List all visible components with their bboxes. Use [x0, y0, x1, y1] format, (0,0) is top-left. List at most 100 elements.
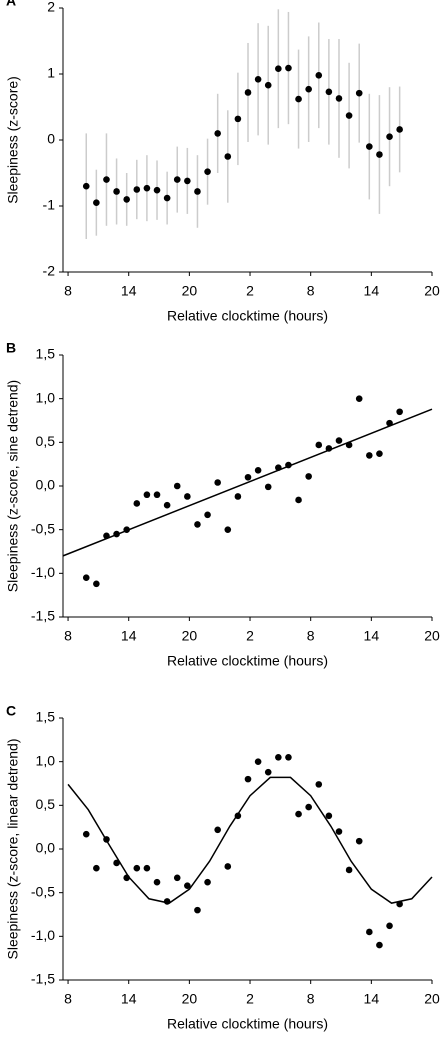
data-point	[386, 133, 393, 140]
data-point	[123, 526, 130, 533]
y-axis-label: Sleepiness (z-score, linear detrend)	[5, 739, 21, 960]
data-point	[295, 95, 302, 103]
data-point	[113, 859, 120, 867]
data-point	[244, 775, 252, 783]
y-axis-label: Sleepiness (z-score, sine detrend)	[5, 380, 21, 592]
data-point	[113, 188, 120, 195]
y-tick-label: -1	[43, 197, 56, 213]
x-tick-label: 2	[246, 991, 254, 1007]
data-point	[204, 878, 211, 886]
x-tick-label: 14	[121, 628, 137, 644]
y-tick-label: 0,0	[36, 840, 56, 856]
data-point	[275, 65, 282, 73]
y-tick-label: 1,5	[36, 346, 56, 362]
data-point	[376, 151, 383, 158]
data-point	[355, 395, 363, 402]
data-point	[82, 830, 90, 838]
x-tick-label: 8	[307, 628, 315, 644]
data-point	[345, 441, 353, 449]
data-point	[184, 493, 191, 500]
data-point	[285, 64, 292, 72]
data-point	[204, 511, 211, 519]
data-point	[224, 863, 232, 870]
data-point	[275, 754, 282, 761]
data-point	[194, 521, 201, 528]
data-point	[366, 928, 373, 936]
panel-label: A	[6, 0, 16, 9]
data-point	[285, 461, 292, 469]
data-point	[325, 445, 333, 452]
data-point	[285, 754, 292, 761]
y-tick-label: 0,0	[36, 477, 56, 493]
data-point	[295, 810, 302, 818]
x-tick-label: 14	[364, 283, 380, 299]
y-tick-label: 0	[47, 131, 55, 147]
data-point	[244, 473, 252, 481]
data-point	[214, 826, 221, 834]
data-point	[93, 199, 100, 206]
data-point	[376, 450, 383, 457]
data-point	[376, 941, 383, 949]
data-point	[93, 864, 100, 872]
y-tick-label: 0,5	[36, 433, 56, 449]
data-point	[254, 758, 262, 765]
data-point	[133, 864, 141, 872]
data-point	[366, 143, 373, 150]
data-point	[194, 906, 201, 914]
data-point	[123, 874, 130, 882]
data-point	[113, 530, 120, 538]
data-point	[234, 115, 242, 123]
data-point	[143, 491, 151, 499]
x-tick-label: 20	[182, 628, 198, 644]
x-tick-label: 8	[307, 991, 315, 1007]
x-tick-label: 2	[246, 283, 254, 299]
y-tick-label: 1,0	[36, 752, 56, 768]
panel-label: C	[6, 703, 16, 719]
data-point	[173, 482, 181, 490]
data-point	[295, 496, 302, 504]
data-point	[82, 182, 90, 190]
data-point	[224, 153, 232, 160]
data-point	[254, 75, 262, 83]
fit-line	[67, 776, 433, 904]
y-tick-label: 2	[47, 0, 55, 15]
data-point	[396, 126, 403, 133]
panel-label: B	[6, 340, 16, 356]
x-tick-label: 20	[182, 283, 198, 299]
x-axis-label: Relative clocktime (hours)	[167, 308, 328, 324]
data-point	[153, 491, 161, 499]
y-tick-label: 1	[47, 65, 55, 81]
data-point	[103, 176, 110, 183]
data-point	[194, 188, 201, 195]
data-point	[264, 768, 272, 776]
data-point	[396, 900, 403, 908]
data-point	[123, 196, 130, 203]
y-tick-label: -1,5	[31, 971, 55, 987]
x-tick-label: 20	[424, 283, 440, 299]
data-point	[103, 836, 110, 843]
data-point	[133, 500, 141, 507]
data-point	[355, 837, 363, 845]
x-tick-label: 8	[307, 283, 315, 299]
x-tick-label: 14	[121, 283, 137, 299]
x-axis-label: Relative clocktime (hours)	[167, 653, 328, 669]
data-point	[184, 882, 191, 889]
data-point	[325, 88, 333, 96]
data-point	[366, 452, 373, 459]
x-tick-label: 14	[364, 991, 380, 1007]
y-tick-label: -1,5	[31, 608, 55, 624]
data-point	[214, 479, 221, 486]
data-point	[305, 473, 312, 480]
x-tick-label: 2	[246, 628, 254, 644]
x-axis-label: Relative clocktime (hours)	[167, 1016, 328, 1032]
data-point	[244, 89, 252, 96]
data-point	[184, 177, 191, 185]
y-tick-label: 1,5	[36, 709, 56, 725]
data-point	[396, 408, 403, 416]
data-point	[82, 574, 90, 581]
x-tick-label: 20	[424, 628, 440, 644]
data-point	[93, 580, 100, 588]
data-point	[305, 85, 312, 93]
data-point	[173, 874, 181, 882]
